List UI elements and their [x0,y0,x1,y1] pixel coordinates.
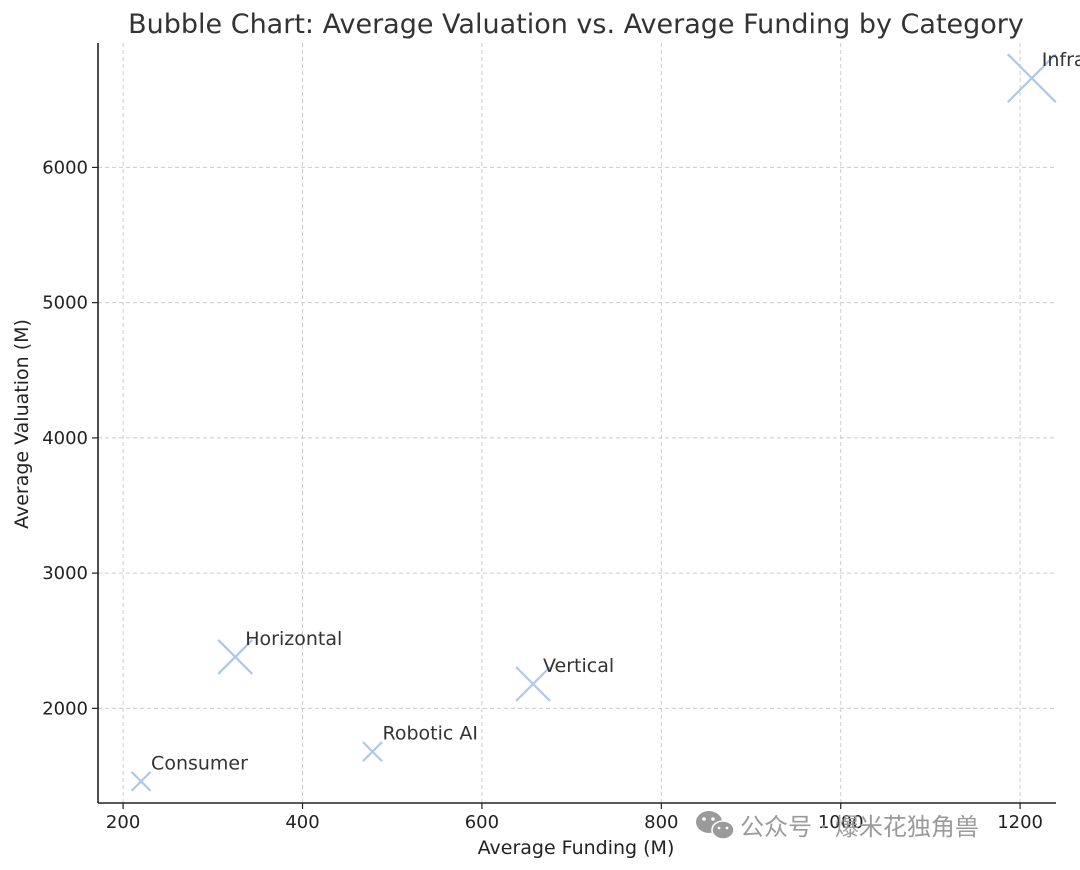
x-tick-label: 400 [285,812,319,833]
y-tick-label: 6000 [42,157,88,178]
watermark-text: 公众号 · 爆米花独角兽 [740,813,979,841]
x-axis-label: Average Funding (M) [478,837,675,859]
y-tick-label: 2000 [42,698,88,719]
x-tick-label: 1000 [818,812,864,833]
x-tick-label: 600 [465,812,499,833]
y-axis-label: Average Valuation (M) [11,319,33,529]
chart-title: Bubble Chart: Average Valuation vs. Aver… [128,9,1024,40]
data-point-marker [130,771,152,792]
y-tick-label: 3000 [42,563,88,584]
point-labels: Consumer Horizontal Robotic AI Vertical Infr… [151,49,1080,774]
grid-lines [98,43,1056,803]
y-tick-label: 5000 [42,293,88,314]
data-point-label: Horizontal [245,628,342,650]
x-tick-label: 1200 [997,812,1043,833]
data-point-label: Vertical [543,655,614,677]
watermark: 公众号 · 爆米花独角兽 [696,811,979,841]
data-point-marker [362,741,383,762]
data-point-label: Consumer [151,752,248,774]
data-point-marker [217,639,254,675]
data-point-label: Infra [1042,49,1080,71]
wechat-icon [696,811,735,840]
data-point-marker [1007,53,1057,103]
x-tick-label: 200 [106,812,140,833]
data-point-marker [515,666,551,702]
y-tick-label: 4000 [42,428,88,449]
y-axis-ticks: 2000 3000 4000 5000 6000 [42,157,98,719]
data-points [130,53,1057,792]
x-axis-ticks: 200 400 600 800 1000 1200 [106,803,1043,833]
axes-spines [97,43,1056,804]
data-point-label: Robotic AI [382,723,477,745]
x-tick-label: 800 [644,812,678,833]
